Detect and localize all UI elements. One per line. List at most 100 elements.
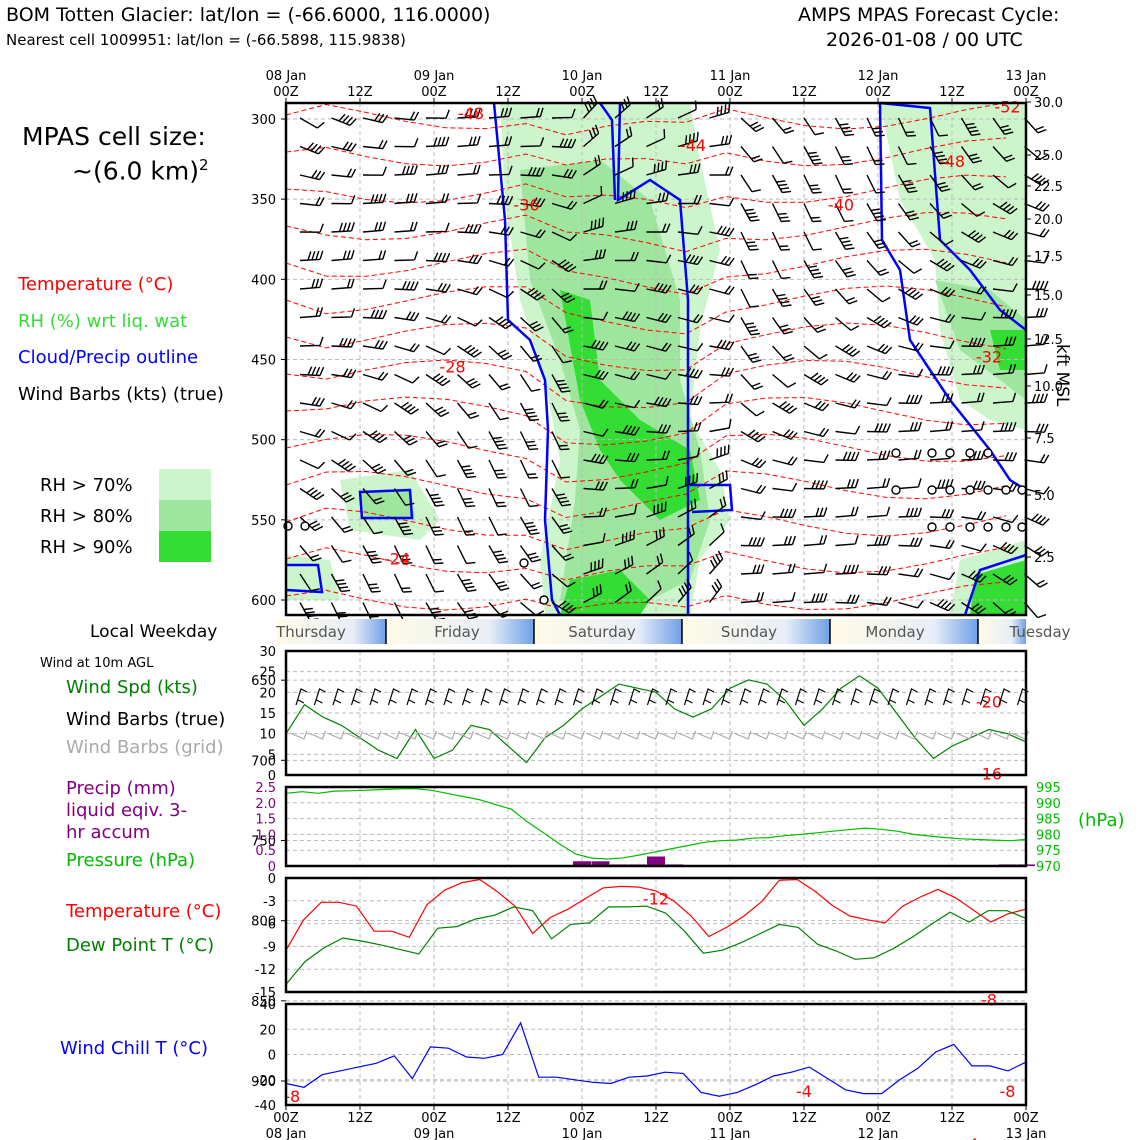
- wind-barb: [803, 400, 830, 412]
- wind-barb: [961, 202, 986, 217]
- wind-barb: [331, 278, 355, 290]
- grid-wind-barb: [974, 730, 993, 740]
- grid-wind-barb: [530, 730, 549, 740]
- surface-wind-barb: [609, 688, 622, 706]
- pressure-tick-label: 600: [251, 594, 276, 609]
- wind-barb: [771, 117, 795, 134]
- wind-speed-label: Wind Spd (kts): [66, 677, 198, 698]
- wind-barb: [835, 564, 860, 575]
- wind-barb: [866, 203, 887, 222]
- surface-wind-barb: [979, 688, 992, 706]
- top-date-label: 13 Jan: [1006, 69, 1047, 84]
- wind-barb: [519, 573, 543, 590]
- wind-barb: [898, 368, 924, 378]
- pressure-unit-label: (hPa): [1078, 810, 1125, 831]
- surface-wind-barb: [424, 688, 437, 706]
- wind-barb: [331, 337, 356, 348]
- temperature-contour: [285, 581, 1007, 611]
- grid-wind-barb: [289, 730, 308, 740]
- value-tick-label: 25: [259, 666, 276, 681]
- wind-barb: [299, 487, 325, 501]
- wind-barb: [331, 458, 356, 472]
- weekday-name: Thursday: [275, 623, 346, 641]
- wind-barb: [551, 231, 578, 242]
- value-tick-label: 20: [259, 686, 276, 701]
- wind-barb: [772, 401, 798, 414]
- top-hour-label: 12Z: [495, 85, 521, 100]
- surface-wind-barb: [295, 688, 308, 706]
- wind-barb: [362, 488, 385, 505]
- wind-barb: [519, 431, 539, 451]
- wind-barb: [362, 193, 387, 205]
- pressure-tick-label: 975: [1036, 844, 1061, 859]
- windchill-line: [285, 1021, 1027, 1097]
- wind-barb: [992, 201, 1018, 215]
- wind-barb: [583, 399, 609, 409]
- cloud-outline: [963, 553, 1027, 616]
- wind-barb: [835, 506, 859, 518]
- top-date-label: 12 Jan: [858, 69, 899, 84]
- temperature-contour: [285, 433, 1007, 483]
- calm-wind-marker: [927, 485, 937, 495]
- grid-wind-barb: [733, 730, 752, 740]
- wind-barb: [898, 478, 922, 490]
- wind-barb: [866, 477, 891, 490]
- wind-barb: [898, 600, 924, 609]
- wind-barb: [835, 316, 860, 331]
- wind-barb: [425, 373, 451, 387]
- wind-barb: [393, 459, 417, 476]
- wind-barb: [771, 260, 791, 280]
- surface-wind-barb: [924, 688, 937, 706]
- wind-barb: [583, 369, 609, 381]
- wind-barb: [646, 254, 672, 264]
- temperature-contour-label: -24: [384, 550, 410, 569]
- wind-barb: [299, 602, 319, 621]
- wind-barb: [677, 579, 692, 603]
- surface-wind-barb: [535, 688, 548, 706]
- kft-tick-label: 5.0: [1034, 489, 1055, 504]
- value-tick-label: -12: [255, 963, 276, 978]
- wind-barb: [299, 396, 325, 407]
- wind-barb: [456, 516, 475, 536]
- calm-wind-marker: [945, 485, 955, 495]
- surface-wind-barb: [702, 688, 715, 706]
- wind-barb: [488, 516, 507, 536]
- calm-wind-marker: [891, 485, 901, 495]
- wind-barb: [583, 558, 604, 575]
- weekday-band: [978, 619, 1026, 644]
- pressure-tick-label: 750: [251, 835, 276, 850]
- wind-barb: [709, 339, 735, 351]
- wind-barb: [1024, 364, 1048, 376]
- surface-wind-barb: [313, 688, 326, 706]
- weekday-name: Tuesday: [1008, 623, 1070, 641]
- top-date-label: 08 Jan: [266, 69, 307, 84]
- wind-barb: [330, 516, 354, 533]
- wind-barb: [740, 174, 761, 193]
- wind-barb: [583, 217, 605, 233]
- bottom-hour-label: 00Z: [865, 1111, 891, 1126]
- bottom-hour-label: 12Z: [643, 1111, 669, 1126]
- wind-barb: [362, 573, 381, 593]
- wind-barb: [299, 307, 324, 319]
- surface-wind-barb: [461, 688, 474, 706]
- top-hour-label: 00Z: [273, 85, 299, 100]
- wind-barb: [646, 282, 672, 294]
- wind-barb: [488, 573, 510, 591]
- kft-tick-label: 17.5: [1034, 250, 1063, 265]
- wind-barb: [961, 511, 987, 521]
- grid-wind-barb: [881, 730, 900, 740]
- wind-barb: [897, 117, 916, 137]
- wind-barb: [520, 601, 545, 616]
- wind-barb: [1024, 393, 1049, 404]
- surface-wind-barb: [572, 688, 585, 706]
- calm-wind-marker: [983, 522, 993, 532]
- wind-barb: [457, 254, 483, 265]
- wind-barb: [709, 197, 735, 207]
- wind-barb: [772, 592, 796, 604]
- wind-barb: [709, 255, 735, 267]
- wind-barb: [929, 231, 954, 246]
- calm-wind-marker: [945, 448, 955, 458]
- wind-barb: [519, 516, 540, 535]
- bottom-date-label: 10 Jan: [562, 1127, 603, 1140]
- wind-barb: [772, 535, 796, 547]
